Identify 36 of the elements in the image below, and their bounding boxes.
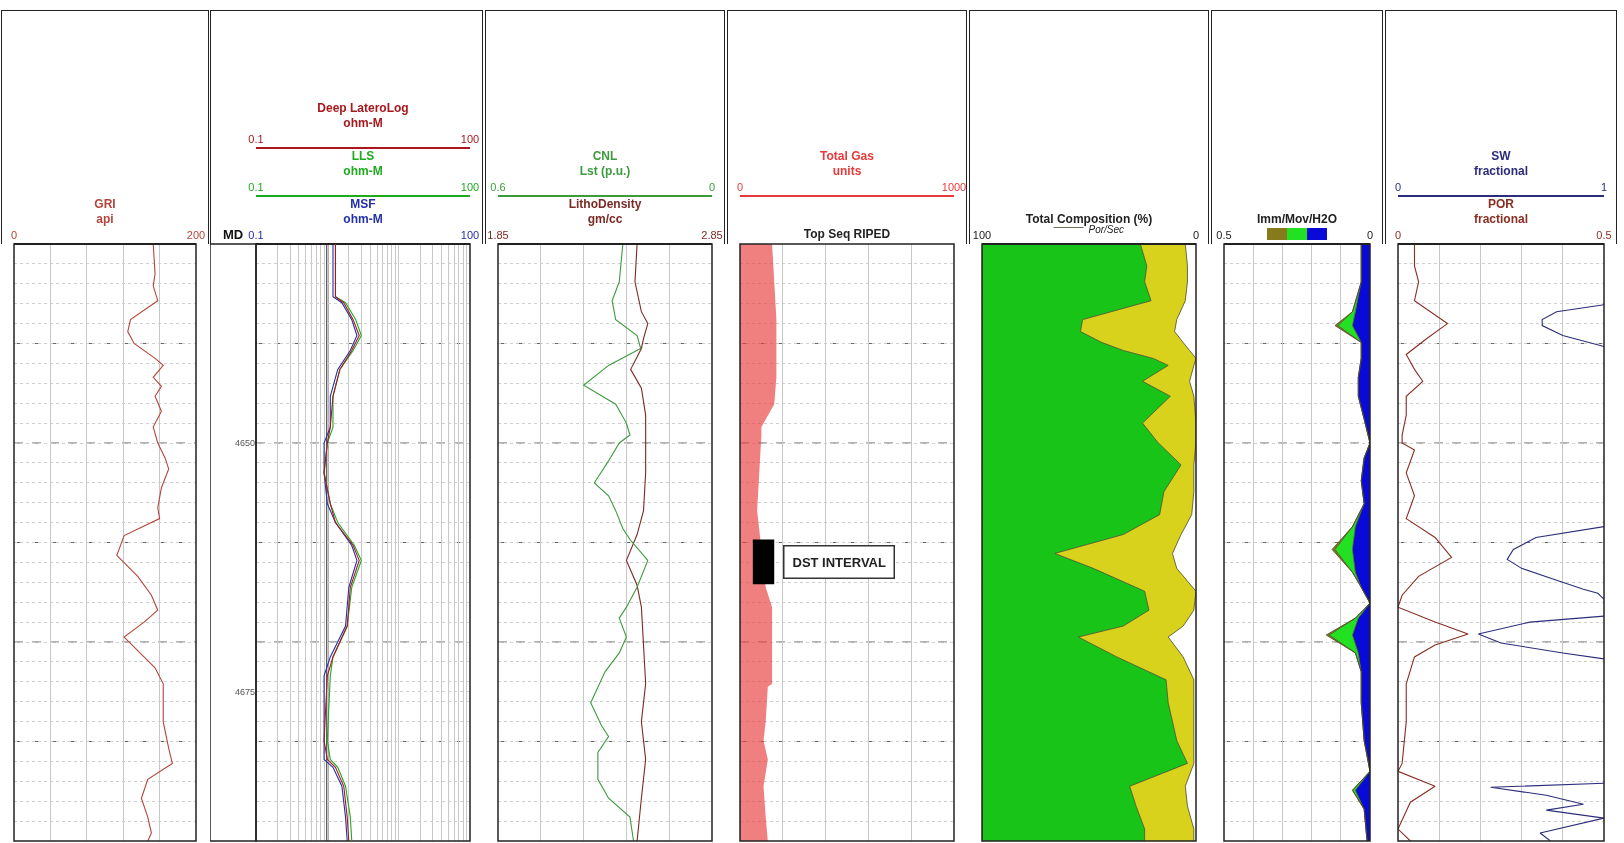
x-tick-label: 100 [460,180,480,193]
y-tick-label: 4650 [234,438,255,449]
x-axis-title: LithoDensity gm/cc [568,196,642,227]
x2-axis-title: CNL Lst (p.u.) [579,148,631,179]
x-tick-label: 100 [460,228,480,241]
x-tick-label: 100 [460,132,480,145]
x2-tick-label: 1000 [941,180,967,193]
x-axis-title: GRI api [94,196,116,227]
x-axis-title: MSF ohm-M [343,196,383,227]
x-tick-label: 0.1 [248,228,264,241]
x2-axis-title: Total Gas units [820,148,875,179]
x-tick-label: 0.5 [1216,228,1232,241]
band-label: DST INTERVAL [792,554,886,570]
x-tick-label: 200 [186,228,206,241]
y-tick-label: 4675 [234,686,255,697]
x-tick-label: 0.1 [248,180,264,193]
x-tick-label: 100 [972,228,992,241]
x-tick-label: 0.1 [248,132,264,145]
x-axis-title: Top Seq RIPED [803,227,891,242]
x2-tick-label: 0.6 [490,180,506,193]
x-axis-title: POR fractional [1473,196,1529,227]
y-axis-title: MD [223,227,244,242]
x-tick-label: 1.85 [487,228,509,241]
x-axis-title: Total Composition (%) [1025,212,1153,227]
x-tick-label: 0 [10,228,18,241]
x-tick-label: 0 [1394,228,1402,241]
x2-tick-label: 1 [1600,180,1608,193]
legend-label: Por/Sec [1088,224,1125,236]
x-axis-title: Imm/Mov/H2O [1256,212,1338,227]
x-axis-title: LLS ohm-M [343,148,383,179]
x-tick-label: 0.5 [1596,228,1612,241]
x-tick-label: 2.85 [701,228,723,241]
x-tick-label: 0 [1192,228,1200,241]
x-tick-label: 0 [1366,228,1374,241]
x2-axis-title: SW fractional [1473,148,1529,179]
x-axis-title: Deep LateroLog ohm-M [317,100,409,131]
